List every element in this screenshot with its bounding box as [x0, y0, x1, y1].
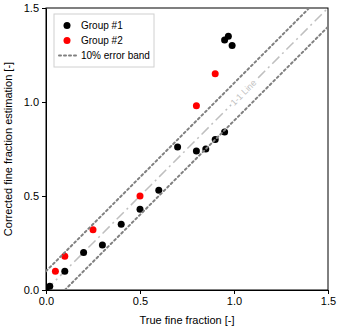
y-tick-mark: [42, 290, 46, 291]
x-tick-label: 0.5: [133, 295, 148, 307]
legend-swatch: [64, 22, 71, 29]
y-tick-mark: [42, 8, 46, 9]
plot-frame: [46, 8, 328, 290]
y-tick-label: 1.5: [24, 2, 39, 14]
point: [137, 193, 144, 200]
x-tick-mark: [328, 290, 329, 294]
x-tick-mark: [46, 290, 47, 294]
point: [193, 102, 200, 109]
x-axis-title: True fine fraction [-]: [140, 314, 235, 326]
y-tick-mark: [42, 196, 46, 197]
x-tick: 0.5: [133, 290, 148, 307]
x-tick-label: 0.0: [39, 295, 54, 307]
x-tick-mark: [234, 290, 235, 294]
band-line: [46, 8, 328, 290]
y-tick: 0.5: [24, 190, 46, 202]
point: [225, 33, 232, 40]
y-tick-mark: [42, 102, 46, 103]
x-tick-label: 1.5: [321, 295, 336, 307]
point: [52, 268, 59, 275]
point: [61, 268, 68, 275]
point: [174, 144, 181, 151]
y-tick-label: 0.0: [24, 284, 39, 296]
y-tick: 1.0: [24, 96, 46, 108]
legend-swatch: [59, 55, 76, 57]
legend-box: [54, 14, 154, 67]
x-tick: 1.5: [321, 290, 336, 307]
x-tick: 1.0: [227, 290, 242, 307]
legend-label: 10% error band: [81, 50, 150, 61]
x-tick: 0.0: [39, 290, 54, 307]
reference-line-label: 1-1 Line: [228, 78, 258, 108]
x-tick-mark: [140, 290, 141, 294]
y-tick-label: 0.5: [24, 190, 39, 202]
legend-label: Group #1: [81, 20, 123, 31]
x-tick-label: 1.0: [227, 295, 242, 307]
x-axis-line: [47, 290, 329, 291]
legend-label: Group #2: [81, 35, 123, 46]
chart: 0.0 0.5 1.0 1.5 0.0 0.5 1.0 1.5 1-1 Line Group #1…: [0, 0, 350, 334]
point: [193, 147, 200, 154]
y-axis: 0.0 0.5 1.0 1.5: [24, 2, 47, 296]
y-tick: 0.0: [24, 284, 46, 296]
legend-swatch: [64, 37, 71, 44]
y-tick: 1.5: [24, 2, 46, 14]
y-tick-label: 1.0: [24, 96, 39, 108]
point: [80, 249, 87, 256]
x-axis: 0.0 0.5 1.0 1.5: [39, 290, 336, 307]
y-axis-line: [46, 9, 47, 291]
plot: 0.0 0.5 1.0 1.5 0.0 0.5 1.0 1.5 1-1 Line Group #1…: [24, 2, 336, 307]
point: [118, 221, 125, 228]
point: [99, 241, 106, 248]
marks: [46, 8, 328, 290]
point: [46, 283, 53, 290]
reference-line: [46, 8, 328, 290]
y-axis-title: Corrected fine fraction estimation [-]: [2, 62, 14, 236]
point: [229, 42, 236, 49]
legend: Group #1 Group #2 10% error band: [54, 14, 154, 67]
point: [212, 70, 219, 77]
